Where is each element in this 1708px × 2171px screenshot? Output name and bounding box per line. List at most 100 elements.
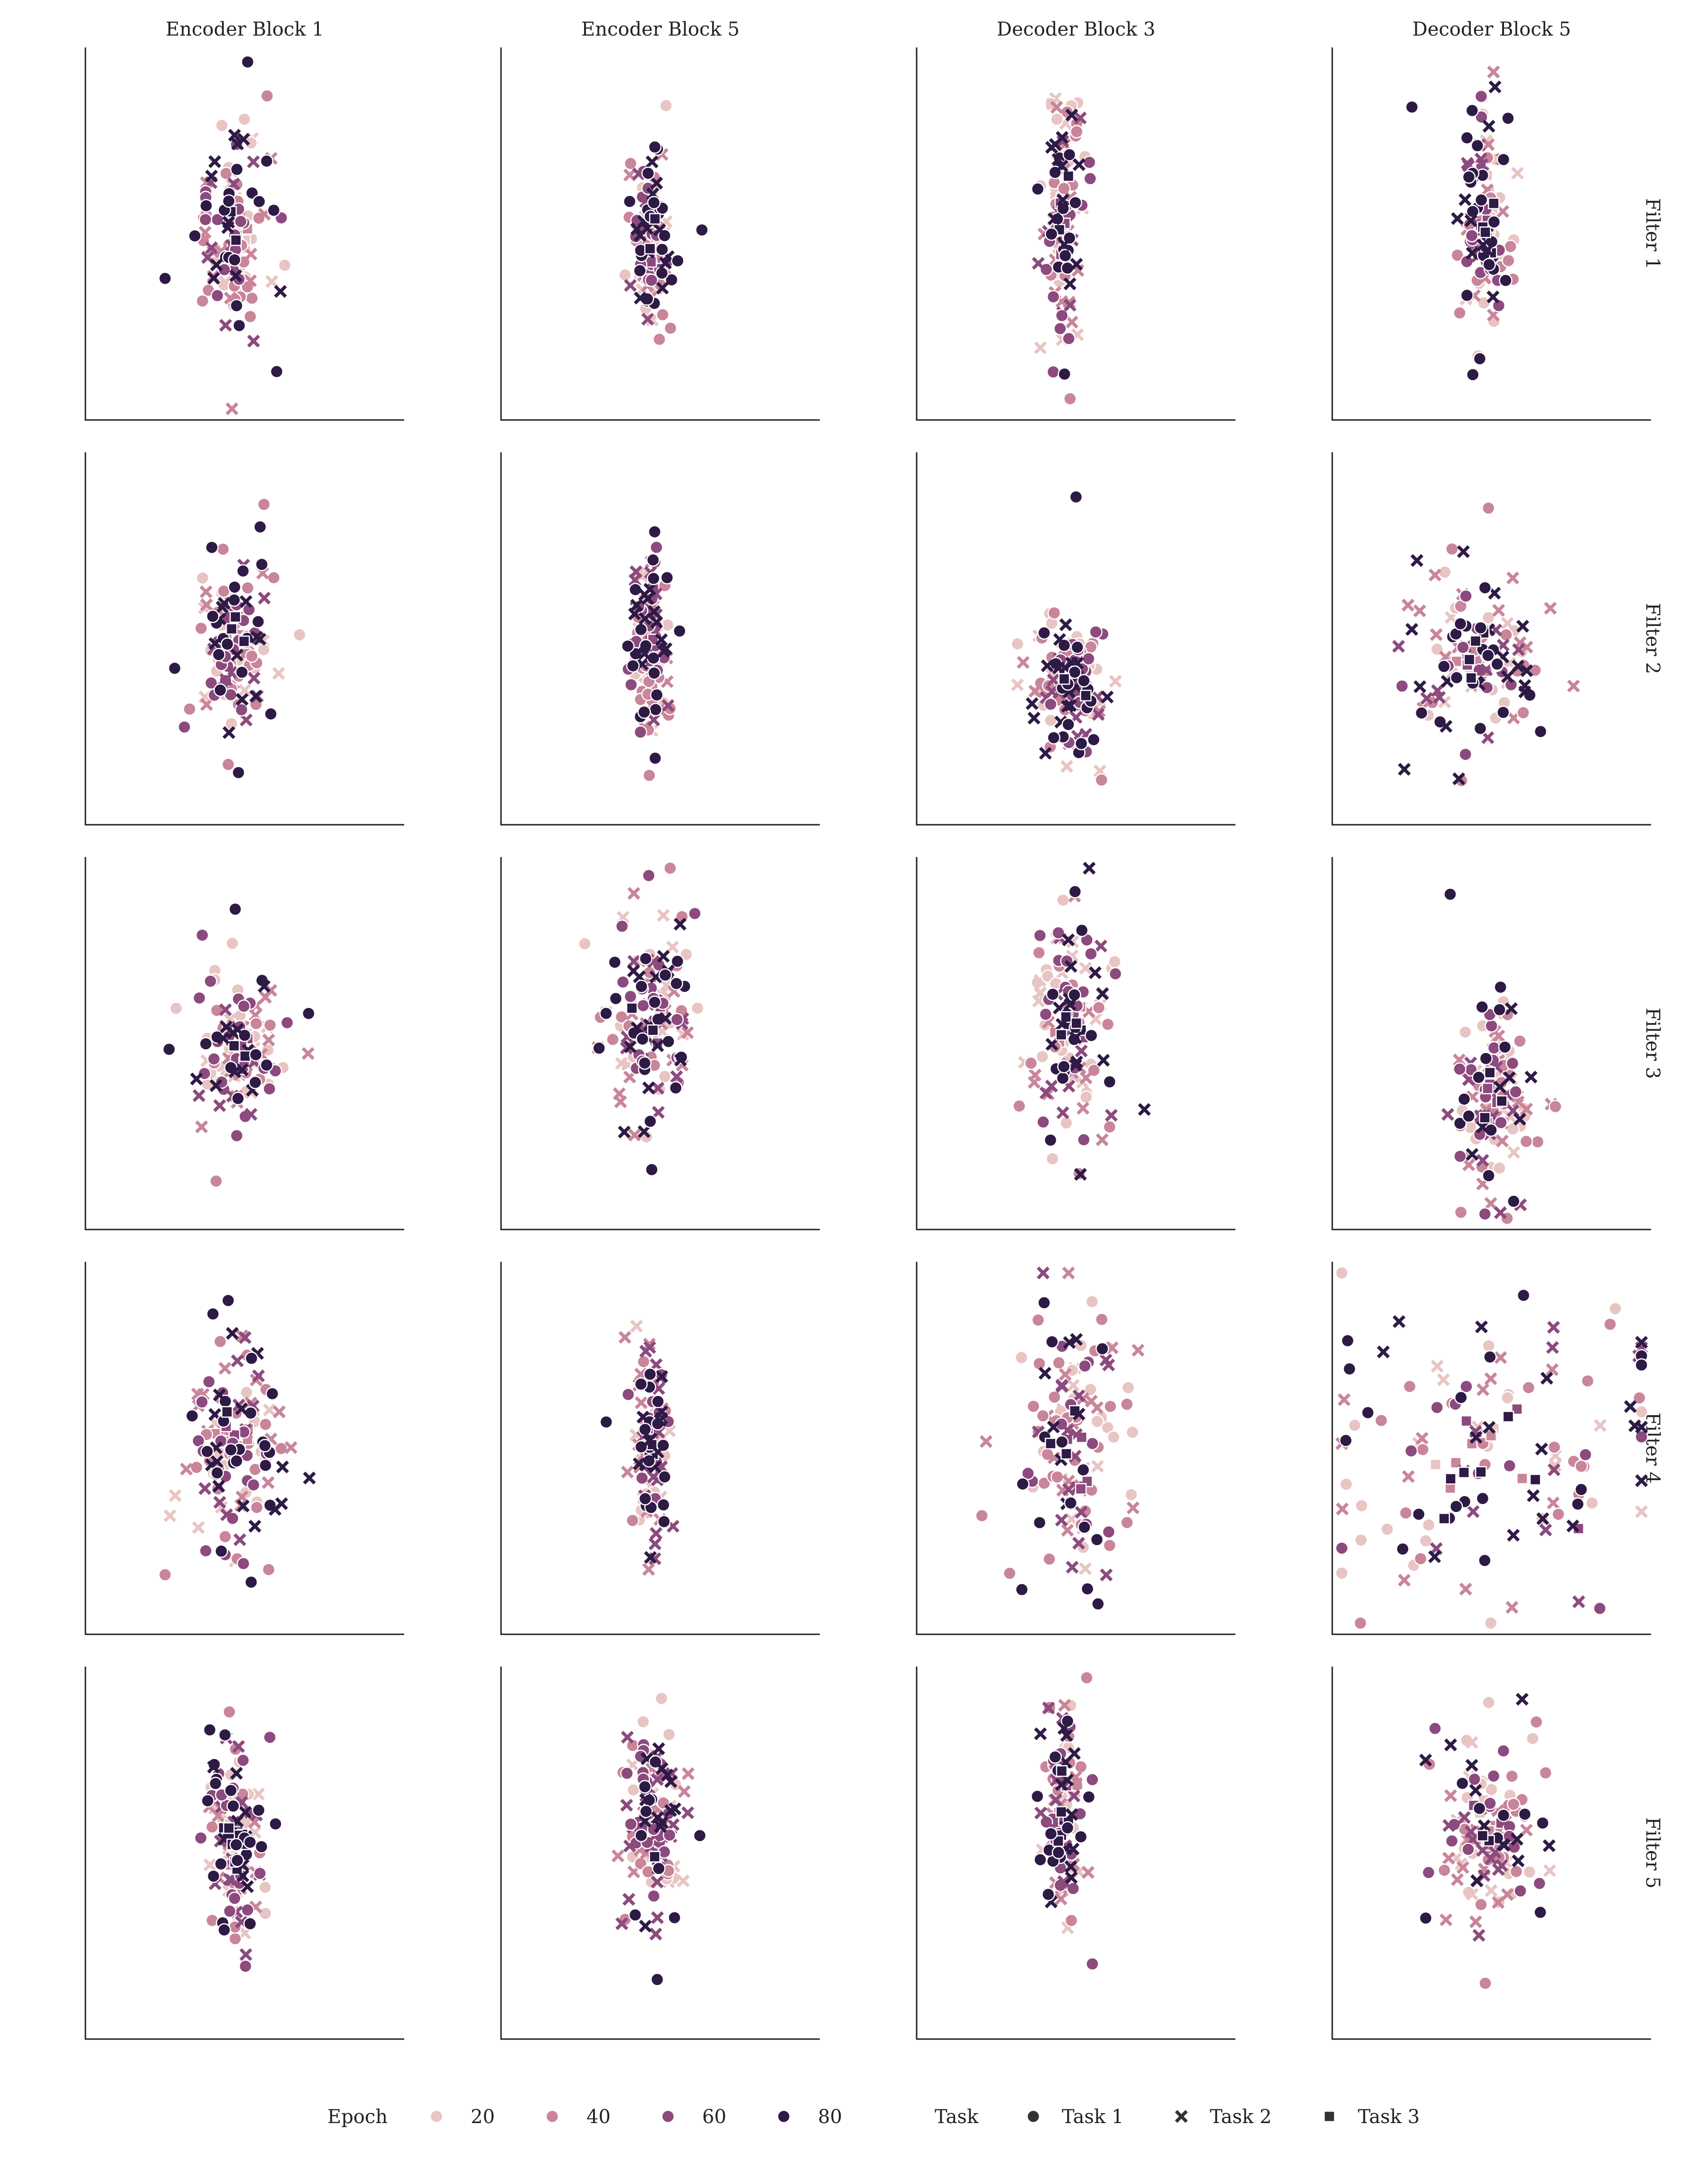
data-point-circle <box>217 1923 231 1937</box>
data-point-cross <box>218 1362 232 1375</box>
data-point-cross <box>198 1482 212 1495</box>
data-point-circle <box>1341 1334 1355 1348</box>
data-point-circle <box>1473 721 1487 736</box>
data-point-circle <box>1519 1135 1533 1148</box>
data-point-cross <box>1469 1915 1482 1929</box>
data-point-cross <box>1470 1874 1484 1888</box>
data-point-cross <box>1466 246 1479 260</box>
panel-encoder-block-1-filter-4 <box>84 1262 404 1635</box>
data-point-circle <box>634 623 648 636</box>
data-point-circle <box>1503 1459 1517 1473</box>
data-point-square <box>1080 690 1092 702</box>
data-point-cross <box>241 1880 254 1893</box>
data-point-cross <box>1635 1474 1648 1487</box>
data-point-circle <box>1493 1003 1506 1017</box>
data-point-circle <box>1453 1149 1467 1163</box>
data-point-circle <box>1016 1477 1030 1491</box>
data-point-cross <box>230 1767 243 1780</box>
panel-encoder-block-5-filter-5 <box>500 1667 820 2040</box>
data-point-circle <box>263 1730 277 1744</box>
data-point-circle <box>1531 1135 1545 1149</box>
data-point-circle <box>228 1932 242 1946</box>
data-point-cross <box>1456 1861 1469 1874</box>
data-point-cross <box>1056 131 1069 144</box>
data-point-circle <box>169 1001 183 1016</box>
data-point-circle <box>228 580 241 594</box>
data-point-circle <box>188 229 202 243</box>
data-point-cross <box>1074 112 1087 125</box>
data-point-cross <box>651 1811 664 1824</box>
data-point-cross <box>229 269 242 282</box>
data-point-circle <box>1467 1772 1482 1786</box>
data-point-circle <box>643 1114 657 1128</box>
panel-encoder-block-5-filter-1 <box>500 47 820 421</box>
data-point-cross <box>624 279 637 292</box>
data-point-circle <box>649 703 663 717</box>
data-point-cross <box>252 1788 265 1801</box>
data-point-circle <box>1501 111 1515 125</box>
data-point-circle <box>1466 205 1480 218</box>
data-point-square <box>223 1822 235 1834</box>
data-point-cross <box>1060 1729 1073 1742</box>
data-point-circle <box>267 571 281 585</box>
panels <box>84 47 1651 2040</box>
data-point-circle <box>690 1001 705 1015</box>
data-point-circle <box>1348 1418 1362 1432</box>
data-point-circle <box>1102 1525 1116 1539</box>
data-point-circle <box>1051 926 1066 940</box>
data-point-circle <box>1513 1884 1527 1898</box>
data-point-cross <box>611 1849 624 1863</box>
data-point-circle <box>243 309 257 324</box>
data-point-circle <box>258 1439 272 1453</box>
data-point-square <box>239 1050 251 1062</box>
data-point-circle <box>1505 1769 1519 1783</box>
data-point-cross <box>1566 1519 1579 1533</box>
data-point-circle <box>1483 1350 1497 1364</box>
data-point-circle <box>1335 1266 1349 1280</box>
data-point-cross <box>1444 1738 1457 1752</box>
data-point-circle <box>1454 1390 1468 1405</box>
data-point-circle <box>673 624 687 638</box>
data-point-cross <box>673 918 687 931</box>
data-point-circle <box>1061 717 1075 732</box>
data-point-cross <box>1411 554 1424 567</box>
data-point-square <box>1511 1403 1523 1415</box>
data-point-square <box>1502 1410 1514 1423</box>
data-point-circle <box>1634 1430 1649 1444</box>
data-point-circle <box>1057 1060 1071 1073</box>
data-point-circle <box>650 688 664 702</box>
data-point-cross <box>1469 1784 1482 1797</box>
data-point-square <box>1460 1415 1473 1427</box>
data-point-cross <box>1056 1106 1069 1119</box>
data-point-cross <box>1487 65 1500 79</box>
data-point-square <box>649 213 661 225</box>
data-point-cross <box>652 1742 665 1755</box>
data-point-circle <box>618 268 632 282</box>
data-point-cross <box>1484 1197 1497 1210</box>
data-point-circle <box>1046 365 1060 379</box>
data-point-cross <box>272 667 285 680</box>
data-point-circle <box>1021 1466 1035 1481</box>
data-point-circle <box>668 1910 681 1925</box>
data-point-cross <box>1062 933 1075 947</box>
data-point-circle <box>1412 1507 1426 1521</box>
data-point-cross <box>628 1128 641 1142</box>
data-point-circle <box>195 571 210 585</box>
data-point-circle <box>1449 671 1464 685</box>
data-point-circle <box>257 497 271 512</box>
data-point-cross <box>642 1081 655 1095</box>
data-point-circle <box>644 273 659 287</box>
data-point-square <box>1458 1466 1470 1479</box>
axis-spines <box>500 1667 820 2040</box>
data-point-cross <box>1476 158 1489 171</box>
data-point-cross <box>1398 1574 1411 1587</box>
data-point-cross <box>1094 940 1107 953</box>
data-point-cross <box>633 229 647 242</box>
data-point-cross <box>1628 1419 1642 1433</box>
data-point-circle <box>158 271 172 285</box>
data-point-cross <box>1594 1419 1607 1432</box>
data-point-circle <box>250 1500 264 1514</box>
data-point-cross <box>681 1026 694 1039</box>
data-point-cross <box>660 1768 674 1782</box>
